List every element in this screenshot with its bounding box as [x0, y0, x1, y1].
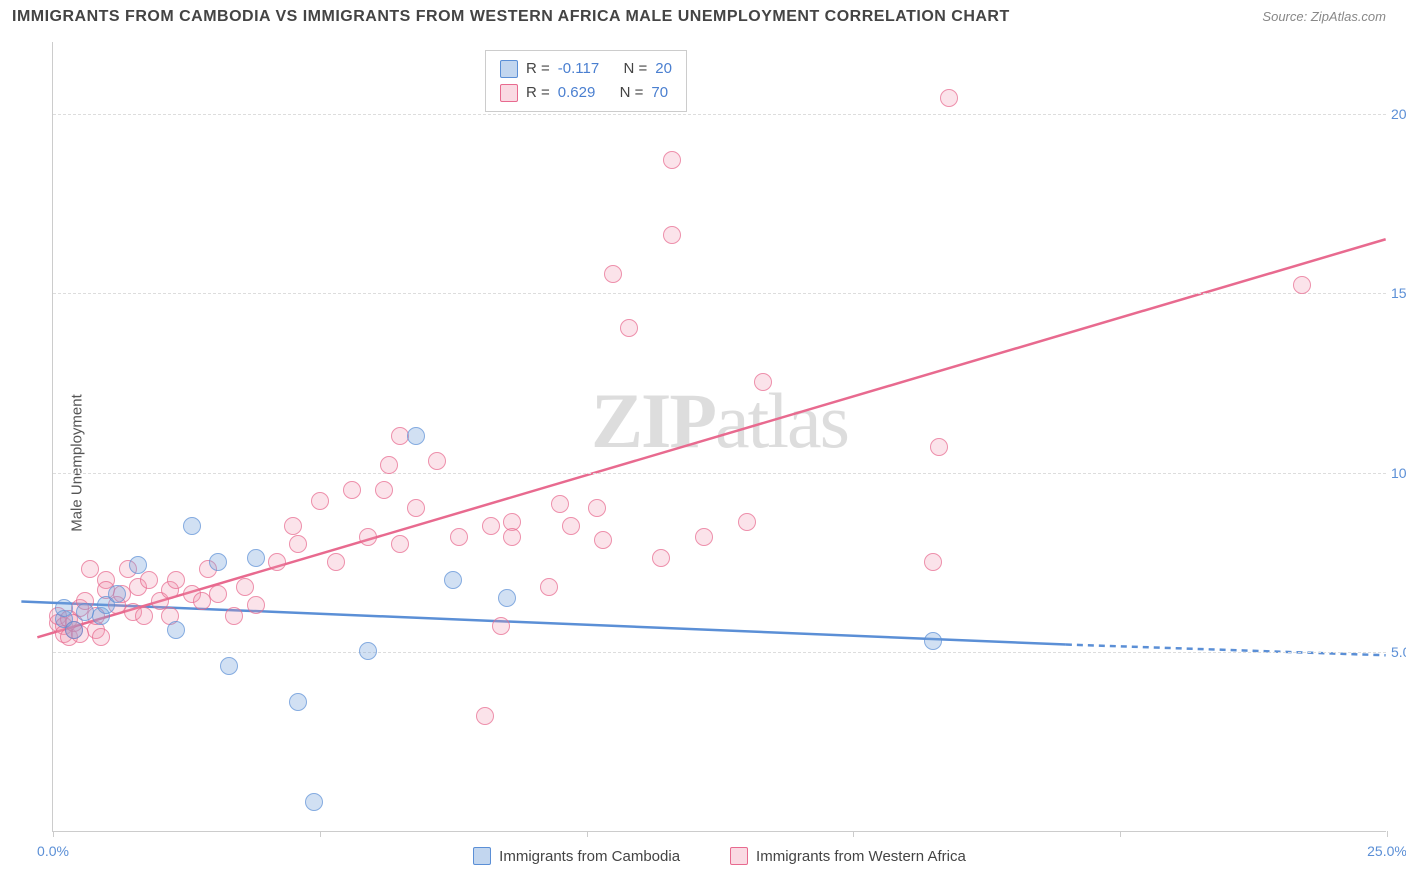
swatch-blue-icon — [500, 60, 518, 78]
gridline — [53, 473, 1386, 474]
xtick — [1120, 831, 1121, 837]
swatch-pink-icon — [500, 84, 518, 102]
data-point — [738, 513, 756, 531]
data-point — [940, 89, 958, 107]
data-point — [1293, 276, 1311, 294]
data-point — [407, 499, 425, 517]
swatch-blue-icon — [473, 847, 491, 865]
data-point — [407, 427, 425, 445]
xtick-label: 0.0% — [37, 843, 69, 859]
data-point — [604, 265, 622, 283]
xtick — [1387, 831, 1388, 837]
ytick-label: 5.0% — [1391, 644, 1406, 660]
xtick-label: 25.0% — [1367, 843, 1406, 859]
data-point — [92, 628, 110, 646]
data-point — [444, 571, 462, 589]
data-point — [135, 607, 153, 625]
data-point — [695, 528, 713, 546]
data-point — [562, 517, 580, 535]
ytick-label: 10.0% — [1391, 465, 1406, 481]
data-point — [108, 585, 126, 603]
data-point — [930, 438, 948, 456]
data-point — [140, 571, 158, 589]
data-point — [498, 589, 516, 607]
xtick — [53, 831, 54, 837]
data-point — [428, 452, 446, 470]
data-point — [652, 549, 670, 567]
source-link[interactable]: ZipAtlas.com — [1311, 9, 1386, 24]
data-point — [343, 481, 361, 499]
data-point — [620, 319, 638, 337]
data-point — [284, 517, 302, 535]
data-point — [380, 456, 398, 474]
swatch-pink-icon — [730, 847, 748, 865]
ytick-label: 20.0% — [1391, 106, 1406, 122]
data-point — [327, 553, 345, 571]
data-point — [268, 553, 286, 571]
data-point — [220, 657, 238, 675]
gridline — [53, 652, 1386, 653]
data-point — [924, 632, 942, 650]
data-point — [76, 603, 94, 621]
data-point — [129, 556, 147, 574]
legend-item-blue: Immigrants from Cambodia — [473, 847, 680, 865]
data-point — [289, 535, 307, 553]
data-point — [663, 226, 681, 244]
correlation-legend: R = -0.117 N = 20 R = 0.629 N = 70 — [485, 50, 687, 112]
xtick — [587, 831, 588, 837]
data-point — [482, 517, 500, 535]
data-point — [311, 492, 329, 510]
data-point — [476, 707, 494, 725]
data-point — [236, 578, 254, 596]
ytick-label: 15.0% — [1391, 285, 1406, 301]
data-point — [209, 553, 227, 571]
data-point — [247, 549, 265, 567]
gridline — [53, 114, 1386, 115]
data-point — [55, 599, 73, 617]
data-point — [594, 531, 612, 549]
data-point — [492, 617, 510, 635]
data-point — [289, 693, 307, 711]
source-label: Source: ZipAtlas.com — [1262, 9, 1386, 24]
data-point — [924, 553, 942, 571]
data-point — [359, 642, 377, 660]
xtick — [320, 831, 321, 837]
data-point — [359, 528, 377, 546]
legend-row-pink: R = 0.629 N = 70 — [500, 81, 672, 105]
data-point — [305, 793, 323, 811]
data-point — [65, 621, 83, 639]
data-point — [588, 499, 606, 517]
data-point — [551, 495, 569, 513]
data-point — [754, 373, 772, 391]
data-point — [450, 528, 468, 546]
data-point — [183, 517, 201, 535]
data-point — [225, 607, 243, 625]
data-point — [209, 585, 227, 603]
data-point — [167, 571, 185, 589]
scatter-plot: ZIPatlas R = -0.117 N = 20 R = 0.629 N =… — [52, 42, 1386, 832]
data-point — [503, 528, 521, 546]
series-legend: Immigrants from Cambodia Immigrants from… — [53, 847, 1386, 865]
data-point — [540, 578, 558, 596]
data-point — [167, 621, 185, 639]
data-point — [391, 535, 409, 553]
xtick — [853, 831, 854, 837]
legend-row-blue: R = -0.117 N = 20 — [500, 57, 672, 81]
chart-title: IMMIGRANTS FROM CAMBODIA VS IMMIGRANTS F… — [12, 8, 1010, 26]
data-point — [247, 596, 265, 614]
data-point — [81, 560, 99, 578]
data-point — [375, 481, 393, 499]
gridline — [53, 293, 1386, 294]
data-point — [663, 151, 681, 169]
legend-item-pink: Immigrants from Western Africa — [730, 847, 966, 865]
